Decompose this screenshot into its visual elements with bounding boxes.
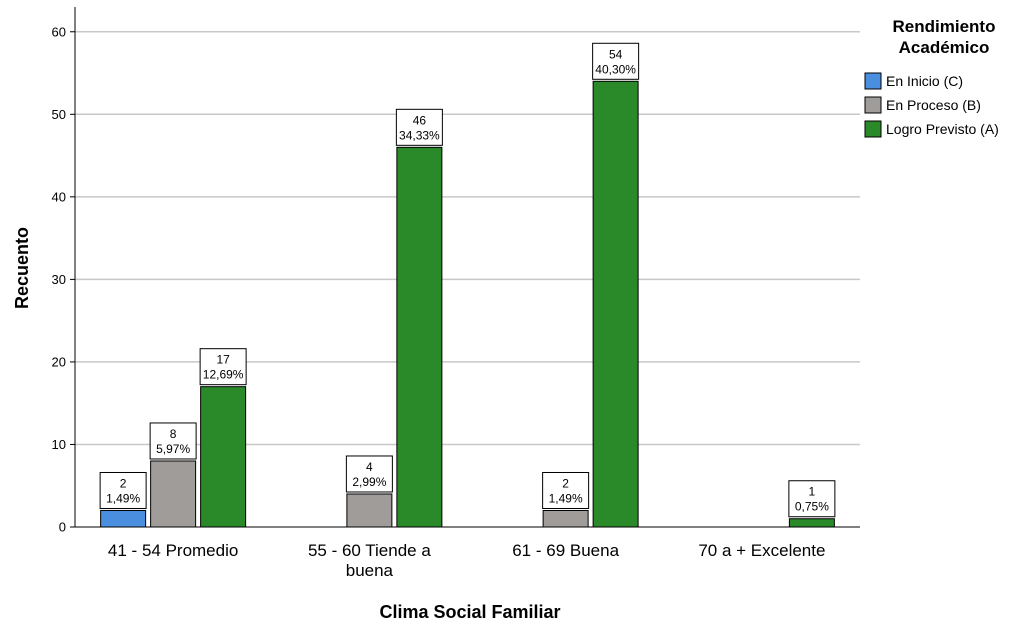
data-label-box — [345, 455, 393, 493]
data-label-percent: 40,30% — [595, 62, 636, 76]
legend-swatch — [864, 72, 882, 90]
data-label-box — [149, 422, 197, 460]
legend: Rendimiento Académico En Inicio (C) En Proc… — [864, 17, 999, 138]
data-label-box — [395, 108, 443, 146]
bar — [542, 509, 589, 528]
data-labels: 21,49%85,97%1712,69%42,99%4634,33%21,49%… — [99, 42, 836, 518]
y-axis-title: Recuento — [12, 227, 32, 309]
data-label-count: 46 — [413, 113, 427, 127]
x-axis-title: Clima Social Familiar — [379, 602, 560, 622]
data-label-count: 17 — [216, 353, 230, 367]
data-label-box — [99, 471, 147, 509]
bar — [396, 146, 443, 528]
data-label-percent: 1,49% — [106, 491, 140, 505]
legend-entry: Logro Previsto (A) — [886, 121, 999, 137]
data-label-percent: 2,99% — [352, 475, 386, 489]
y-ticks: 0 10 20 30 40 50 60 — [52, 24, 75, 535]
y-tick-label: 40 — [52, 189, 66, 204]
legend-title: Académico — [899, 38, 990, 57]
bar — [346, 493, 393, 528]
data-label-percent: 0,75% — [795, 500, 829, 514]
legend-entry: En Inicio (C) — [886, 73, 963, 89]
legend-swatch — [864, 120, 882, 138]
x-category-label: 55 - 60 Tiende a — [308, 541, 431, 560]
gridlines — [75, 31, 860, 446]
data-label-percent: 34,33% — [399, 128, 440, 142]
y-tick-label: 10 — [52, 437, 66, 452]
bar — [788, 518, 835, 528]
bar — [592, 80, 639, 528]
y-tick-label: 20 — [52, 354, 66, 369]
data-label-box — [788, 480, 836, 518]
data-label-box — [542, 471, 590, 509]
bar — [200, 386, 247, 528]
legend-entry: En Proceso (B) — [886, 97, 981, 113]
x-category-label: 41 - 54 Promedio — [108, 541, 238, 560]
y-tick-label: 0 — [59, 520, 66, 535]
bars — [100, 80, 835, 528]
legend-swatch — [864, 96, 882, 114]
y-tick-label: 60 — [52, 24, 66, 39]
data-label-count: 2 — [562, 476, 569, 490]
data-label-percent: 5,97% — [156, 442, 190, 456]
data-label-box — [592, 42, 640, 80]
data-label-count: 4 — [366, 460, 373, 474]
axes — [74, 7, 860, 528]
bar — [100, 509, 147, 528]
data-label-count: 1 — [809, 485, 816, 499]
data-label-count: 2 — [120, 476, 127, 490]
legend-title: Rendimiento — [893, 17, 996, 36]
y-tick-label: 30 — [52, 272, 66, 287]
data-label-percent: 1,49% — [549, 491, 583, 505]
x-category-label: buena — [346, 561, 394, 580]
bar — [150, 460, 197, 528]
data-label-percent: 12,69% — [203, 368, 244, 382]
x-category-label: 70 a + Excelente — [698, 541, 825, 560]
y-tick-label: 50 — [52, 107, 66, 122]
x-category-label: 61 - 69 Buena — [512, 541, 619, 560]
data-label-count: 54 — [609, 47, 623, 61]
data-label-box — [199, 348, 247, 386]
data-label-count: 8 — [170, 427, 177, 441]
